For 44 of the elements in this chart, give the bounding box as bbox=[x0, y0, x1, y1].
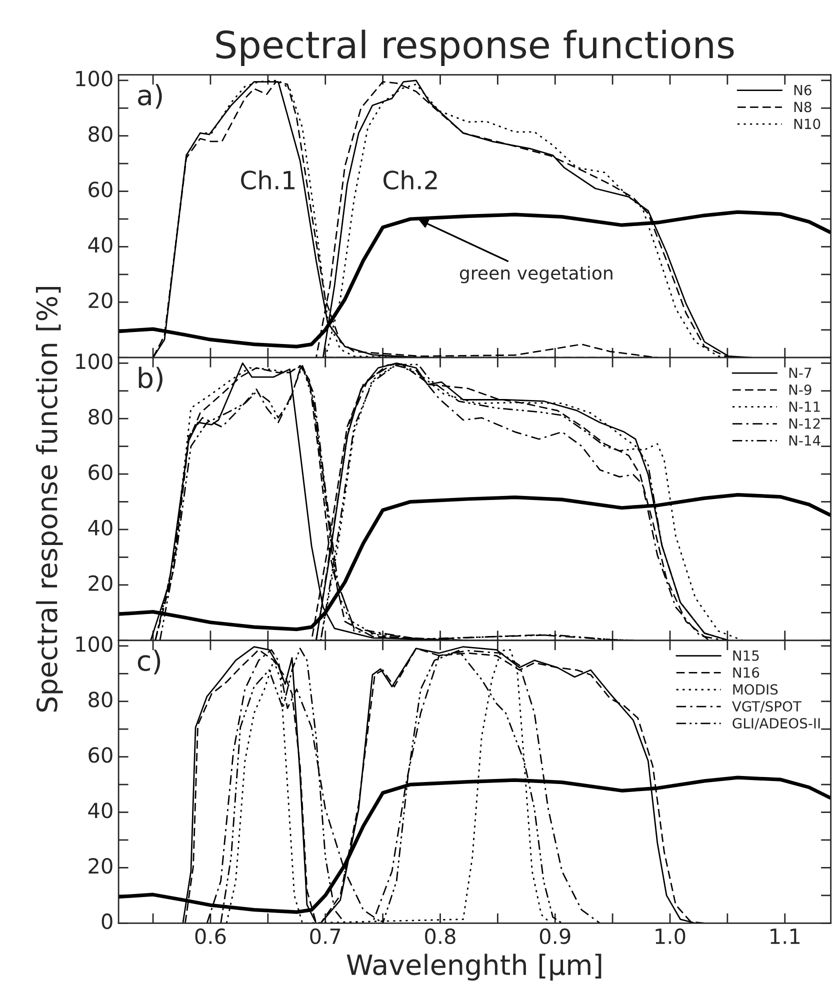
y-tick-label: 80 bbox=[88, 126, 112, 142]
legend-label: N16 bbox=[733, 667, 760, 678]
x-axis-title: Wavelenghth [µm] bbox=[346, 954, 602, 981]
y-tick-label: 40 bbox=[88, 802, 112, 818]
y-tick-label: 40 bbox=[88, 520, 112, 536]
y-tick-label: 100 bbox=[76, 353, 112, 370]
chart-title: Spectral response functions bbox=[216, 30, 734, 66]
x-tick-label: 0.6 bbox=[195, 928, 226, 944]
legend-label: N15 bbox=[733, 650, 759, 661]
annotation: Ch.1 bbox=[241, 170, 294, 190]
y-tick-label: 80 bbox=[88, 692, 112, 708]
legend-label: N-11 bbox=[789, 402, 820, 412]
y-tick-label: 20 bbox=[88, 292, 112, 308]
legend-label: MODIS bbox=[733, 684, 778, 695]
legend-label: N-7 bbox=[789, 368, 812, 378]
y-tick-label: 0 bbox=[102, 913, 112, 930]
y-tick-label: 20 bbox=[88, 858, 112, 874]
y-tick-label: 100 bbox=[76, 636, 112, 652]
annotation: Ch.2 bbox=[384, 170, 437, 190]
x-tick-label: 0.9 bbox=[540, 928, 570, 944]
y-tick-label: 60 bbox=[88, 182, 112, 198]
annotation: b) bbox=[138, 366, 162, 392]
y-axis-title: Spectral response function [%] bbox=[36, 286, 63, 712]
legend-label: N-9 bbox=[789, 384, 812, 396]
y-tick-label: 60 bbox=[88, 747, 112, 763]
y-tick-label: 80 bbox=[88, 408, 112, 425]
y-tick-label: 40 bbox=[88, 237, 112, 253]
y-tick-label: 100 bbox=[76, 70, 112, 86]
y-tick-label: 60 bbox=[88, 464, 112, 480]
x-tick-label: 0.7 bbox=[310, 928, 340, 944]
legend-label: N-14 bbox=[789, 435, 820, 446]
annotation: a) bbox=[138, 84, 162, 109]
x-tick-label: 1.0 bbox=[656, 928, 686, 944]
annotation: c) bbox=[138, 650, 160, 674]
legend-label: VGT/SPOT bbox=[732, 701, 802, 713]
x-tick-label: 1.1 bbox=[770, 928, 800, 944]
legend-label: N6 bbox=[794, 84, 812, 96]
annotation: green vegetation bbox=[460, 266, 612, 284]
y-tick-label: 20 bbox=[88, 575, 112, 591]
legend-label: N10 bbox=[794, 118, 820, 130]
x-tick-label: 0.8 bbox=[425, 928, 456, 944]
legend-label: N-12 bbox=[789, 418, 820, 429]
legend-label: GLI/ADEOS-II bbox=[732, 718, 820, 730]
legend-label: N8 bbox=[794, 102, 812, 112]
